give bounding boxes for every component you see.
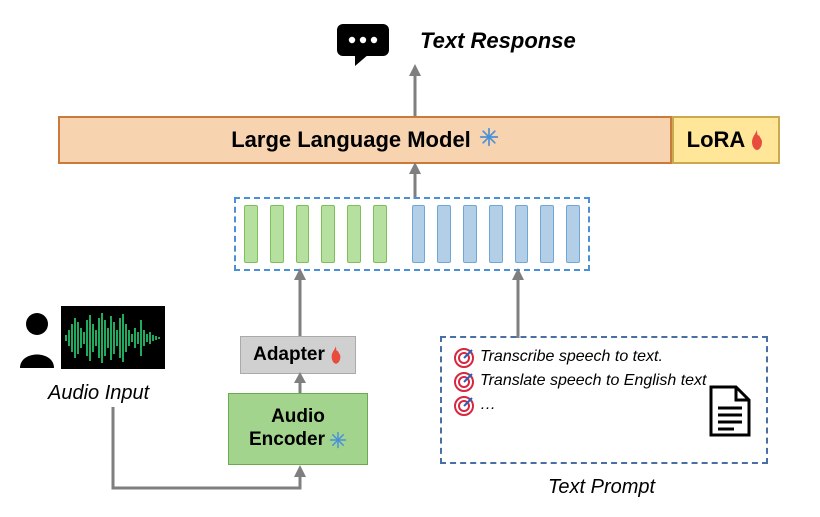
target-icon: [454, 396, 474, 416]
token-green: [296, 205, 310, 263]
prompt-line1: Transcribe speech to text.: [480, 348, 663, 366]
token-green: [244, 205, 258, 263]
token-green: [347, 205, 361, 263]
token-blue: [540, 205, 554, 263]
speech-bubble-icon: [333, 22, 393, 62]
arrow-tokens-to-llm: [407, 162, 423, 199]
token-green: [321, 205, 335, 263]
target-icon: [454, 348, 474, 368]
text-prompt-box: Transcribe speech to text. Translate spe…: [440, 336, 768, 464]
prompt-line3: …: [480, 396, 496, 414]
lora-label: LoRA: [687, 127, 746, 153]
token-blue: [437, 205, 451, 263]
token-blue: [463, 205, 477, 263]
person-icon: [18, 310, 56, 368]
waveform-box: [61, 306, 165, 369]
token-blue: [566, 205, 580, 263]
fire-icon: [329, 346, 343, 364]
adapter-block: Adapter: [240, 336, 356, 374]
prompt-line2: Translate speech to English text: [480, 372, 707, 390]
arrow-llm-to-output: [407, 64, 423, 116]
arrow-adapter-to-tokens: [292, 268, 308, 338]
text-response-label: Text Response: [420, 28, 576, 54]
target-icon: [454, 372, 474, 392]
llm-label: Large Language Model: [231, 127, 471, 153]
token-blue: [489, 205, 503, 263]
lora-block: LoRA: [672, 116, 780, 164]
snowflake-icon: [329, 431, 347, 449]
arrow-prompt-to-tokens: [510, 268, 526, 338]
fire-icon: [749, 130, 765, 150]
text-prompt-label: Text Prompt: [548, 476, 655, 499]
token-blue: [412, 205, 426, 263]
waveform-icon: [63, 310, 163, 366]
token-green: [270, 205, 284, 263]
audio-input-label: Audio Input: [48, 382, 149, 405]
arrow-encoder-to-adapter: [292, 372, 308, 395]
tokens-container: [234, 197, 590, 271]
arrow-audio-to-encoder: [105, 405, 315, 497]
token-green: [373, 205, 387, 263]
adapter-label: Adapter: [253, 344, 325, 366]
llm-block: Large Language Model: [58, 116, 672, 164]
document-icon: [708, 384, 752, 438]
snowflake-icon: [479, 127, 499, 147]
token-blue: [515, 205, 529, 263]
